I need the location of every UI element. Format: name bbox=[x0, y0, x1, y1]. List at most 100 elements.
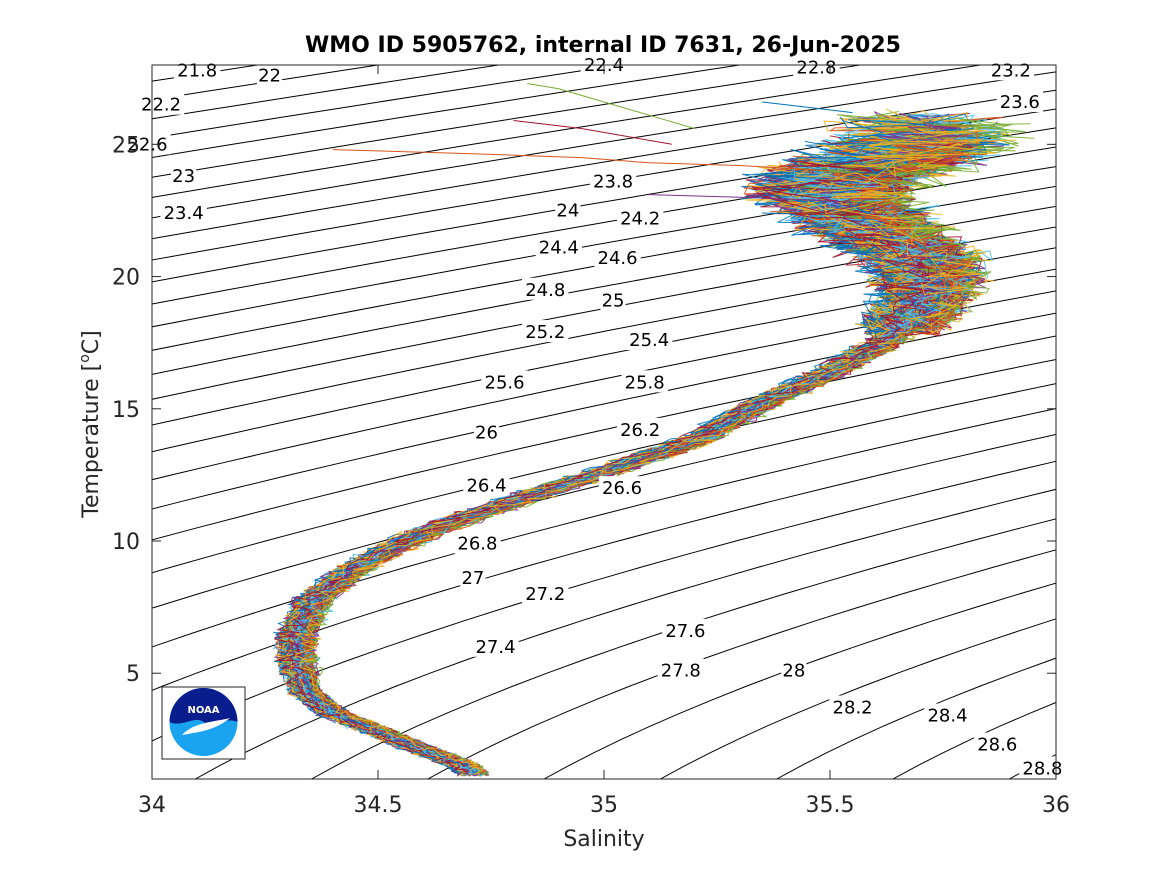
contour-label: 27 bbox=[461, 568, 484, 589]
contour-label: 24.6 bbox=[598, 248, 638, 269]
y-axis-ticks: 5 10 15 20 25 bbox=[112, 133, 1056, 687]
density-contour-line bbox=[152, 65, 984, 198]
profile-line bbox=[273, 132, 923, 776]
contour-label-bg bbox=[589, 169, 637, 192]
contour-label-bg bbox=[616, 206, 664, 229]
contour-label: 23 bbox=[172, 166, 195, 187]
profile-line-outlier bbox=[527, 83, 695, 129]
contour-label: 28.8 bbox=[1022, 758, 1062, 779]
profile-line bbox=[302, 131, 978, 774]
profile-line-outlier bbox=[513, 120, 672, 145]
contour-label: 21.8 bbox=[177, 60, 217, 81]
contour-label: 26.4 bbox=[466, 475, 506, 496]
contour-label: 25 bbox=[602, 290, 625, 311]
density-contour-line bbox=[310, 518, 1056, 779]
contour-label-bg bbox=[600, 288, 626, 311]
density-contour-line bbox=[152, 383, 1056, 609]
density-contour-line bbox=[152, 65, 864, 178]
contour-label: 24.2 bbox=[620, 208, 660, 229]
contour-label-bg bbox=[621, 370, 668, 393]
contour-label-bg bbox=[662, 618, 709, 641]
density-contour-line bbox=[426, 549, 1056, 779]
contour-label-bg bbox=[472, 634, 519, 657]
contour-label-bg bbox=[124, 132, 171, 155]
contour-label: 28.4 bbox=[927, 706, 967, 727]
contour-label: 22 bbox=[258, 66, 281, 87]
y-axis-title-end: C] bbox=[79, 330, 104, 354]
contour-label: 23.4 bbox=[164, 203, 204, 224]
density-contour-line bbox=[152, 408, 1056, 648]
contour-label-bg bbox=[594, 246, 641, 269]
contour-label: 26 bbox=[475, 423, 498, 444]
y-axis-title-main: Temperature [ bbox=[79, 363, 104, 519]
contour-label: 22.6 bbox=[127, 134, 167, 155]
contour-label: 25.8 bbox=[625, 372, 665, 393]
contour-label-bg bbox=[996, 90, 1044, 113]
profile-line bbox=[294, 131, 1016, 777]
contour-label-bg bbox=[481, 370, 528, 393]
contour-label-bg bbox=[174, 58, 221, 81]
contour-label: 22.8 bbox=[796, 58, 836, 79]
contour-label-bg bbox=[829, 695, 876, 718]
x-tick-label: 35.5 bbox=[806, 793, 855, 818]
contour-label-bg bbox=[137, 92, 185, 115]
contour-label: 25.4 bbox=[629, 330, 669, 351]
y-tick-label: 25 bbox=[112, 133, 140, 158]
contour-label: 23.6 bbox=[1000, 92, 1040, 113]
contour-label: 24 bbox=[556, 200, 579, 221]
contour-label-bg bbox=[454, 531, 501, 554]
profile-lines bbox=[272, 83, 1035, 778]
x-axis-title: Salinity bbox=[563, 827, 644, 852]
density-contour-line bbox=[194, 488, 1056, 779]
contour-label-bg bbox=[463, 473, 510, 496]
contour-label-bg bbox=[974, 732, 1021, 755]
contour-label: 25.2 bbox=[525, 322, 565, 343]
contour-label: 28.6 bbox=[977, 735, 1017, 756]
contour-label-bg bbox=[522, 320, 569, 343]
contour-label-bg bbox=[626, 328, 673, 351]
density-contour-line bbox=[152, 433, 1056, 691]
x-tick-label: 34.5 bbox=[354, 793, 403, 818]
density-contour-line bbox=[152, 108, 1056, 261]
contour-label: 23.8 bbox=[593, 171, 633, 192]
contour-label: 28.2 bbox=[833, 698, 873, 719]
contour-label-bg bbox=[598, 476, 646, 499]
contour-label-bg bbox=[580, 53, 628, 75]
x-tick-label: 34 bbox=[138, 793, 166, 818]
contour-label: 28 bbox=[782, 661, 805, 682]
density-contour-line bbox=[152, 268, 1056, 453]
contour-label-bg bbox=[793, 55, 840, 78]
contour-label: 26.8 bbox=[457, 534, 497, 555]
contour-label: 26.2 bbox=[620, 420, 660, 441]
contour-label-bg bbox=[473, 420, 500, 443]
density-contour-line bbox=[152, 290, 1056, 481]
contour-label: 24.8 bbox=[525, 280, 565, 301]
contour-label-bg bbox=[171, 164, 197, 187]
contour-label: 24.4 bbox=[539, 237, 579, 258]
y-tick-label: 10 bbox=[112, 530, 140, 555]
contour-label-bg bbox=[535, 235, 582, 258]
y-tick-label: 5 bbox=[126, 662, 140, 687]
contour-label: 26.6 bbox=[602, 478, 642, 499]
contour-label-bg bbox=[657, 658, 705, 681]
contour-label: 25.6 bbox=[485, 372, 525, 393]
density-contour-line bbox=[775, 657, 1056, 779]
contour-label: 27.4 bbox=[475, 637, 515, 658]
y-axis-title-sup: o bbox=[77, 354, 93, 363]
density-contour-line bbox=[543, 582, 1056, 779]
density-contour-line bbox=[152, 312, 1056, 510]
contour-label-bg bbox=[555, 198, 581, 221]
noaa-logo: NOAA bbox=[161, 686, 246, 760]
density-contour-line bbox=[659, 618, 1056, 779]
contour-label: 22.2 bbox=[141, 95, 181, 116]
profile-line-outlier bbox=[332, 149, 831, 172]
contour-label-bg bbox=[987, 58, 1034, 81]
contour-label: 27.2 bbox=[525, 584, 565, 605]
density-contour-line bbox=[152, 71, 1056, 219]
profile-line bbox=[274, 157, 936, 773]
x-tick-label: 35 bbox=[590, 793, 618, 818]
contour-label: 27.6 bbox=[665, 621, 705, 642]
profile-line-outlier bbox=[649, 194, 853, 203]
density-contour-line bbox=[152, 247, 1056, 426]
contour-label-bg bbox=[781, 658, 807, 681]
